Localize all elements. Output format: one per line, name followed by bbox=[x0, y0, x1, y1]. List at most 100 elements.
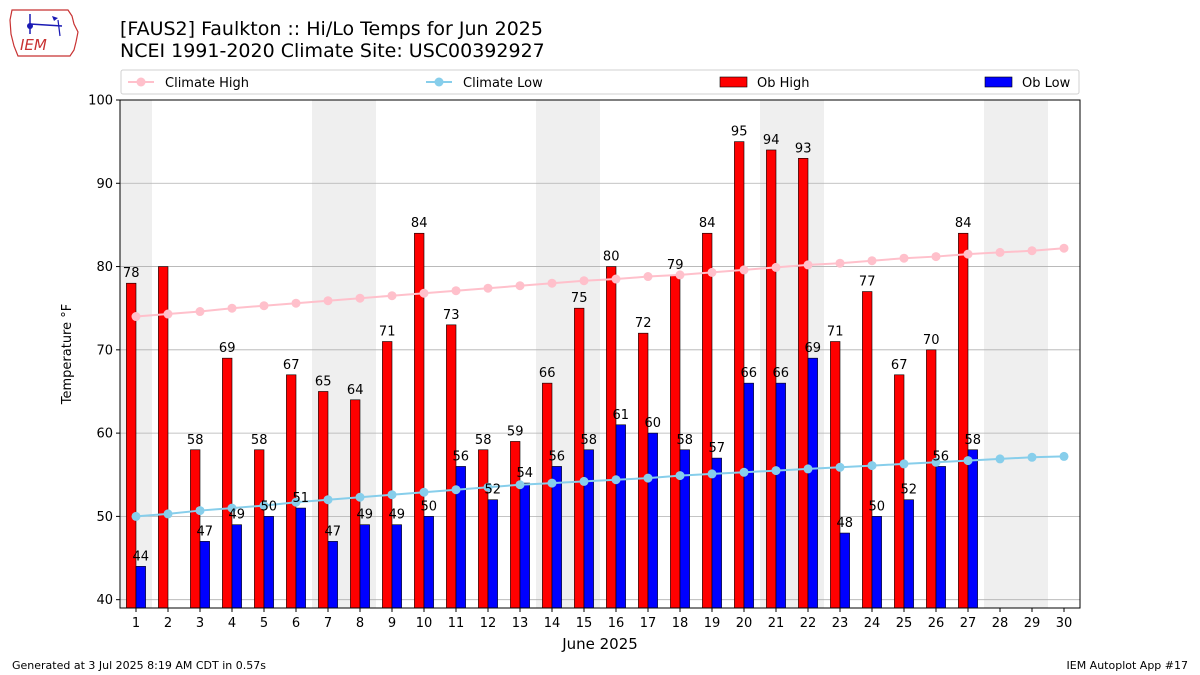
climate-high-point-29 bbox=[1027, 246, 1037, 256]
climate-low-point-4 bbox=[227, 503, 237, 513]
y-tick-label-90: 90 bbox=[96, 177, 113, 192]
ob-low-label-16: 61 bbox=[613, 408, 630, 423]
ob-low-label-15: 58 bbox=[581, 433, 598, 448]
ob-high-bar-14 bbox=[542, 382, 553, 609]
climate-high-point-25 bbox=[899, 253, 909, 263]
x-tick-label-2: 2 bbox=[164, 616, 172, 631]
climate-high-point-20 bbox=[739, 265, 749, 275]
ob-low-label-27: 58 bbox=[965, 433, 982, 448]
climate-high-point-8 bbox=[355, 293, 365, 303]
ob-high-label-10: 84 bbox=[411, 216, 428, 231]
legend-label-ob-high: Ob High bbox=[757, 76, 810, 91]
climate-low-point-2 bbox=[163, 509, 173, 519]
climate-high-point-6 bbox=[291, 298, 301, 308]
legend: Climate High Climate Low Ob High Ob Low bbox=[120, 69, 1080, 95]
climate-high-point-5 bbox=[259, 301, 269, 311]
climate-low-point-5 bbox=[259, 501, 269, 511]
x-tick-label-20: 20 bbox=[736, 616, 753, 631]
climate-low-point-10 bbox=[419, 487, 429, 497]
x-tick-label-15: 15 bbox=[576, 616, 593, 631]
ob-low-bar-20 bbox=[743, 382, 754, 609]
x-tick-label-14: 14 bbox=[544, 616, 561, 631]
ob-low-label-17: 60 bbox=[645, 416, 662, 431]
x-tick-label-29: 29 bbox=[1024, 616, 1041, 631]
ob-high-label-19: 84 bbox=[699, 216, 716, 231]
climate-low-point-28 bbox=[995, 454, 1005, 464]
ob-low-label-22: 69 bbox=[805, 341, 822, 356]
weekend-band-28 bbox=[984, 100, 1016, 608]
x-tick-label-12: 12 bbox=[480, 616, 497, 631]
climate-low-point-13 bbox=[515, 480, 525, 490]
generated-timestamp: Generated at 3 Jul 2025 8:19 AM CDT in 0… bbox=[12, 659, 266, 672]
ob-low-bar-27 bbox=[967, 449, 978, 609]
ob-high-label-1: 78 bbox=[123, 266, 140, 281]
climate-high-point-28 bbox=[995, 247, 1005, 257]
ob-low-bar-24 bbox=[871, 516, 882, 609]
climate-low-point-11 bbox=[451, 485, 461, 495]
climate-high-point-17 bbox=[643, 272, 653, 282]
y-axis: 40 50 60 70 80 90 100 bbox=[88, 94, 120, 608]
ob-low-label-3: 47 bbox=[197, 524, 214, 539]
ob-high-bar-24 bbox=[862, 291, 873, 609]
weekend-band-29 bbox=[1016, 100, 1048, 608]
y-tick-label-40: 40 bbox=[96, 593, 113, 608]
climate-low-point-3 bbox=[195, 506, 205, 516]
climate-low-line bbox=[135, 455, 1065, 518]
climate-low-point-12 bbox=[483, 482, 493, 492]
ob-high-label-4: 69 bbox=[219, 341, 236, 356]
climate-low-point-1 bbox=[131, 511, 141, 521]
ob-low-bar-5 bbox=[263, 516, 274, 609]
legend-swatch-ob-low bbox=[984, 76, 1013, 88]
climate-low-point-25 bbox=[899, 459, 909, 469]
ob-high-label-25: 67 bbox=[891, 358, 908, 373]
ob-high-label-8: 64 bbox=[347, 383, 364, 398]
climate-low-point-17 bbox=[643, 473, 653, 483]
ob-low-bar-13 bbox=[519, 482, 530, 609]
ob-high-bar-27 bbox=[958, 232, 969, 609]
ob-low-bar-3 bbox=[199, 541, 210, 609]
ob-high-bar-26 bbox=[926, 349, 937, 609]
ob-low-label-19: 57 bbox=[709, 441, 726, 456]
legend-label-ob-low: Ob Low bbox=[1022, 76, 1071, 91]
ob-low-bar-22 bbox=[807, 357, 818, 609]
ob-low-bar-7 bbox=[327, 541, 338, 609]
x-tick-label-22: 22 bbox=[800, 616, 817, 631]
x-tick-label-8: 8 bbox=[356, 616, 364, 631]
ob-low-bar-4 bbox=[231, 524, 242, 609]
climate-low-point-20 bbox=[739, 467, 749, 477]
climate-low-point-24 bbox=[867, 461, 877, 471]
climate-high-point-26 bbox=[931, 252, 941, 262]
x-tick-label-5: 5 bbox=[260, 616, 268, 631]
ob-low-label-14: 56 bbox=[549, 449, 566, 464]
x-tick-label-25: 25 bbox=[896, 616, 913, 631]
climate-high-point-7 bbox=[323, 296, 333, 306]
climate-high-point-30 bbox=[1059, 243, 1069, 253]
x-tick-label-30: 30 bbox=[1056, 616, 1073, 631]
legend-frame bbox=[120, 69, 1080, 95]
ob-high-bar-4 bbox=[222, 357, 233, 609]
ob-low-label-9: 49 bbox=[389, 508, 406, 523]
ob-high-label-3: 58 bbox=[187, 433, 204, 448]
ob-low-bar-17 bbox=[647, 432, 658, 609]
ob-low-label-20: 66 bbox=[741, 366, 758, 381]
y-axis-label: Temperature °F bbox=[60, 304, 75, 405]
climate-high-line bbox=[135, 247, 1065, 318]
ob-low-label-13: 54 bbox=[517, 466, 534, 481]
ob-low-label-23: 48 bbox=[837, 516, 854, 531]
climate-high-point-24 bbox=[867, 256, 877, 266]
x-tick-label-1: 1 bbox=[132, 616, 140, 631]
ob-high-label-16: 80 bbox=[603, 250, 620, 265]
x-tick-label-3: 3 bbox=[196, 616, 204, 631]
climate-high-point-21 bbox=[771, 262, 781, 272]
ob-low-bar-23 bbox=[839, 532, 850, 609]
climate-high-point-9 bbox=[387, 291, 397, 301]
climate-low-point-9 bbox=[387, 490, 397, 500]
ob-low-label-11: 56 bbox=[453, 449, 470, 464]
ob-high-bar-12 bbox=[478, 449, 489, 609]
title-line-2: NCEI 1991-2020 Climate Site: USC00392927 bbox=[120, 40, 545, 62]
climate-high-point-23 bbox=[835, 258, 845, 268]
ob-low-label-5: 50 bbox=[261, 499, 278, 514]
ob-low-label-25: 52 bbox=[901, 483, 918, 498]
climate-high-point-11 bbox=[451, 286, 461, 296]
x-tick-label-28: 28 bbox=[992, 616, 1009, 631]
